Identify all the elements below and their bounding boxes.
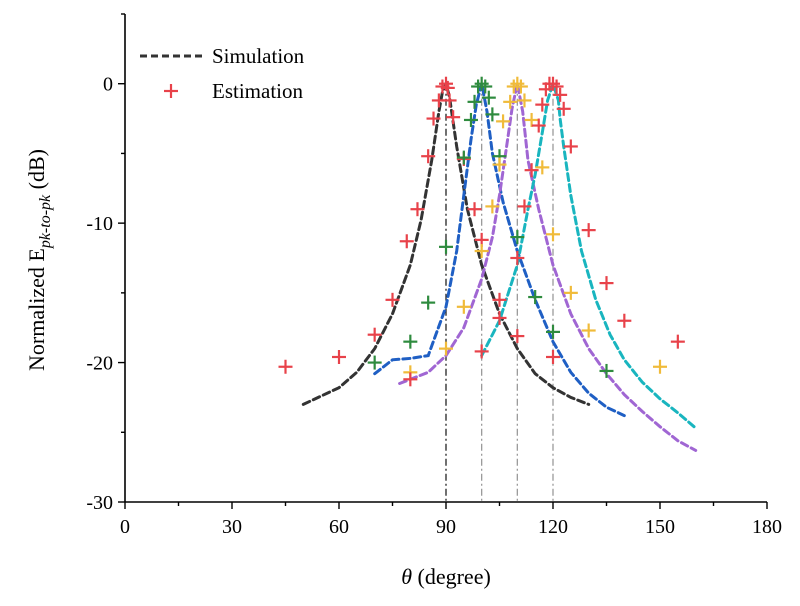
estimation-point-1-2 xyxy=(332,349,346,364)
estimation-point-2-10 xyxy=(478,79,493,94)
estimation-point-3-12 xyxy=(517,93,532,108)
estimation-point-3-5 xyxy=(485,199,500,214)
simulation-curve-3 xyxy=(398,83,698,452)
estimation-point-2-11 xyxy=(481,90,496,105)
estimation-point-4-18 xyxy=(617,313,632,328)
estimation-point-3-10 xyxy=(510,76,525,91)
simulation-curve-4 xyxy=(480,78,698,430)
estimation-point-2-4 xyxy=(439,239,453,254)
y-axis-title: Normalized Epk-to-pk (dB) xyxy=(24,149,54,371)
estimation-point-2-12 xyxy=(485,107,500,122)
legend-swatch-plus xyxy=(164,84,178,98)
legend-entry-1: Simulation xyxy=(140,44,305,68)
estimation-point-1-4 xyxy=(385,292,400,307)
estimation-point-2-15 xyxy=(528,290,543,305)
estimation-point-1-8 xyxy=(426,111,441,126)
y-tick-label--30: -30 xyxy=(86,492,113,514)
estimation-point-3-3 xyxy=(456,299,471,314)
x-tick-label-180: 180 xyxy=(752,516,782,538)
legend-label-1: Simulation xyxy=(212,44,305,68)
estimation-point-3-13 xyxy=(524,112,539,127)
estimation-point-1-14 xyxy=(446,110,461,125)
estimation-point-4-2 xyxy=(474,344,489,359)
estimation-point-1-18 xyxy=(492,292,507,307)
estimation-point-4-13 xyxy=(553,87,568,102)
plot-area xyxy=(278,76,698,502)
estimation-point-3-17 xyxy=(581,323,596,338)
estimation-point-4-14 xyxy=(556,101,571,116)
y-tick-label--10: -10 xyxy=(86,213,113,235)
estimation-point-2-6 xyxy=(463,112,478,127)
estimation-point-3-7 xyxy=(496,114,511,129)
estimation-point-4-3 xyxy=(492,310,507,325)
estimation-point-2-9 xyxy=(474,76,489,91)
estimation-point-2-14 xyxy=(510,230,525,245)
estimation-point-3-15 xyxy=(546,227,560,242)
y-tick-label-0: 0 xyxy=(103,74,113,96)
y-tick-label--20: -20 xyxy=(86,353,113,375)
estimation-point-4-17 xyxy=(599,276,614,291)
legend-label-2: Estimation xyxy=(212,79,303,103)
estimation-point-2-16 xyxy=(546,324,560,339)
legend-entry-2: Estimation xyxy=(164,79,303,103)
estimation-point-1-16 xyxy=(467,202,482,217)
x-tick-label-90: 90 xyxy=(436,516,456,538)
estimation-point-2-1 xyxy=(367,355,382,370)
estimation-point-1-12 xyxy=(440,80,455,95)
estimation-point-3-18 xyxy=(653,359,667,374)
estimation-point-3-14 xyxy=(535,160,550,175)
estimation-point-2-5 xyxy=(456,150,471,165)
estimation-point-1-6 xyxy=(410,202,425,217)
estimation-point-1-13 xyxy=(442,93,457,108)
estimation-point-4-5 xyxy=(517,199,532,214)
estimation-point-4-8 xyxy=(535,97,550,112)
estimation-point-1-19 xyxy=(510,329,525,344)
x-tick-label-60: 60 xyxy=(329,516,349,538)
x-tick-label-120: 120 xyxy=(538,516,568,538)
estimation-point-4-15 xyxy=(563,139,578,154)
estimation-point-1-3 xyxy=(367,327,382,342)
estimation-point-4-11 xyxy=(546,76,560,91)
estimation-point-4-1 xyxy=(403,372,418,387)
estimation-point-4-16 xyxy=(581,223,596,238)
estimation-point-3-11 xyxy=(513,79,528,94)
estimation-point-2-17 xyxy=(599,363,614,378)
estimation-point-4-12 xyxy=(549,79,564,94)
estimation-point-1-5 xyxy=(399,234,414,249)
estimation-point-3-16 xyxy=(563,285,578,300)
estimation-point-2-7 xyxy=(467,94,482,109)
estimation-point-2-3 xyxy=(421,295,436,310)
legend: Simulation Estimation xyxy=(140,44,305,103)
estimation-point-3-6 xyxy=(492,157,507,172)
estimation-point-3-8 xyxy=(503,94,518,109)
x-tick-label-30: 30 xyxy=(222,516,242,538)
estimation-point-4-7 xyxy=(531,118,546,133)
estimation-point-3-2 xyxy=(439,341,453,356)
estimation-point-4-6 xyxy=(524,163,539,178)
axes: 0 30 60 90 120 150 180 0 -10 -20 -30 θ (degree) Norm… xyxy=(24,13,782,589)
estimation-point-1-20 xyxy=(546,349,560,364)
simulation-curve-2 xyxy=(373,83,626,418)
estimation-point-3-4 xyxy=(474,244,489,259)
x-axis-title: θ (degree) xyxy=(401,564,491,589)
estimation-point-2-2 xyxy=(403,334,418,349)
x-tick-label-150: 150 xyxy=(645,516,675,538)
x-tick-label-0: 0 xyxy=(120,516,130,538)
estimation-point-1-1 xyxy=(278,359,293,374)
estimation-point-4-19 xyxy=(670,334,685,349)
estimation-point-4-4 xyxy=(510,251,525,265)
estimation-point-1-7 xyxy=(421,149,436,164)
